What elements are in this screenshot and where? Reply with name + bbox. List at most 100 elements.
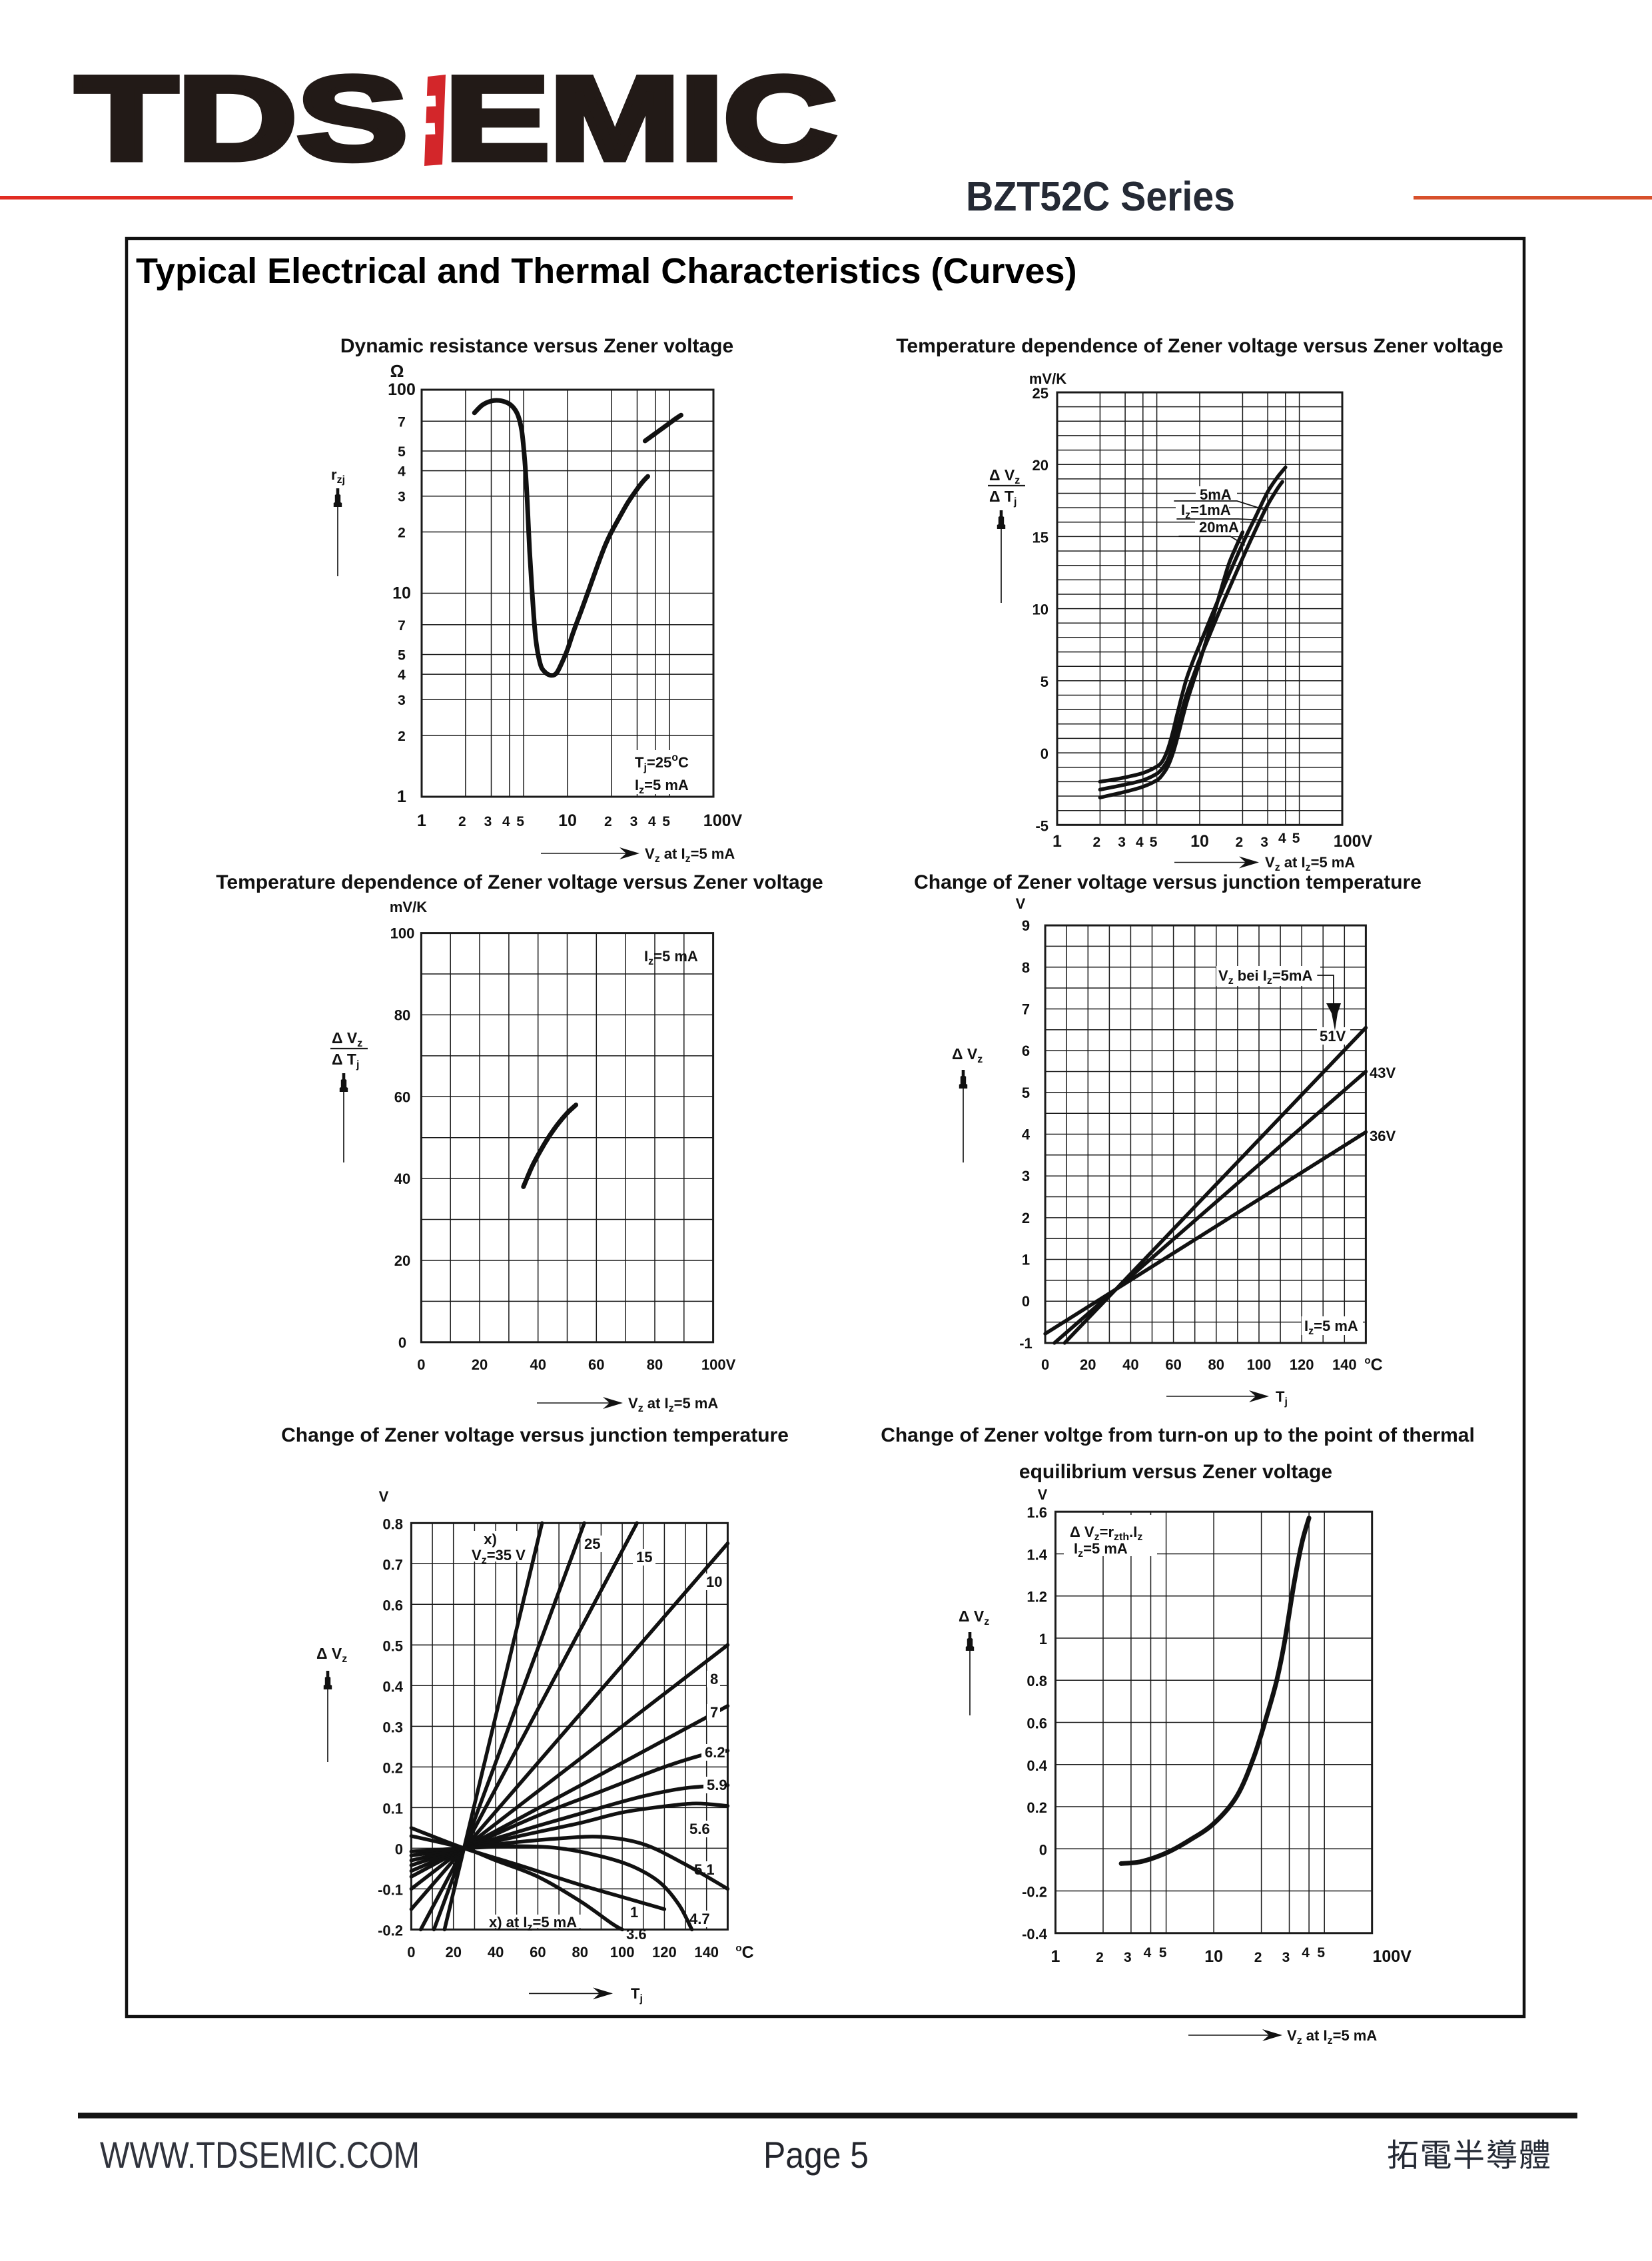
svg-text:Δ Tj: Δ Tj — [989, 488, 1017, 508]
svg-text:3: 3 — [1260, 835, 1268, 850]
svg-text:0: 0 — [1040, 745, 1048, 762]
svg-text:9: 9 — [1022, 917, 1030, 934]
svg-text:25: 25 — [1032, 385, 1048, 402]
svg-text:oC: oC — [1364, 1355, 1382, 1374]
svg-text:5.9: 5.9 — [707, 1777, 727, 1793]
svg-text:6.2: 6.2 — [705, 1744, 725, 1761]
svg-text:Tj: Tj — [631, 1985, 643, 2005]
svg-text:5.6: 5.6 — [689, 1821, 710, 1837]
svg-text:0.2: 0.2 — [1027, 1799, 1047, 1816]
svg-text:0.6: 0.6 — [1027, 1715, 1047, 1732]
svg-text:43V: 43V — [1370, 1065, 1396, 1081]
svg-text:Δ Vz: Δ Vz — [952, 1045, 983, 1065]
svg-text:-0.4: -0.4 — [1022, 1926, 1048, 1943]
svg-text:Tj: Tj — [1276, 1388, 1288, 1408]
svg-text:40: 40 — [1122, 1356, 1138, 1373]
svg-text:2: 2 — [1236, 835, 1244, 850]
svg-text:10: 10 — [706, 1574, 722, 1590]
svg-text:oC: oC — [735, 1943, 753, 1962]
svg-text:Page 5: Page 5 — [763, 2134, 869, 2176]
svg-text:Vz at Iz=5 mA: Vz at Iz=5 mA — [628, 1395, 718, 1414]
svg-text:5: 5 — [1040, 674, 1048, 690]
svg-text:-0.1: -0.1 — [378, 1881, 403, 1898]
svg-text:3: 3 — [1124, 1950, 1132, 1965]
svg-text:15: 15 — [636, 1549, 652, 1566]
svg-text:0: 0 — [1041, 1356, 1049, 1373]
svg-text:Δ Tj: Δ Tj — [332, 1051, 359, 1071]
svg-text:equilibrium versus Zener volta: equilibrium versus Zener voltage — [1019, 1461, 1332, 1483]
svg-text:Vz at Iz=5 mA: Vz at Iz=5 mA — [1287, 2027, 1377, 2046]
svg-text:4: 4 — [1302, 1945, 1310, 1961]
svg-text:4: 4 — [502, 814, 510, 829]
svg-text:Δ Vz: Δ Vz — [316, 1645, 347, 1665]
svg-text:36V: 36V — [1370, 1128, 1396, 1144]
svg-text:60: 60 — [394, 1089, 410, 1105]
svg-text:80: 80 — [572, 1944, 588, 1961]
svg-text:1.6: 1.6 — [1027, 1504, 1047, 1521]
svg-text:2: 2 — [1096, 1950, 1104, 1965]
svg-text:1: 1 — [1022, 1252, 1030, 1268]
svg-text:25: 25 — [584, 1536, 600, 1552]
svg-text:0.3: 0.3 — [382, 1719, 403, 1735]
svg-text:Vz at Iz=5 mA: Vz at Iz=5 mA — [1265, 854, 1355, 873]
svg-text:100V: 100V — [703, 811, 743, 830]
svg-text:4: 4 — [1022, 1127, 1031, 1143]
svg-text:60: 60 — [1165, 1356, 1181, 1373]
svg-text:Change of Zener voltage versus: Change of Zener voltage versus junction … — [281, 1424, 789, 1446]
svg-text:V: V — [379, 1488, 389, 1505]
svg-text:3: 3 — [1118, 835, 1126, 850]
svg-text:3: 3 — [630, 814, 638, 829]
svg-text:4.7: 4.7 — [689, 1911, 710, 1927]
svg-text:0: 0 — [417, 1356, 425, 1373]
svg-text:1.4: 1.4 — [1027, 1547, 1047, 1564]
svg-text:0.1: 0.1 — [382, 1800, 403, 1817]
svg-text:-5: -5 — [1035, 817, 1048, 834]
svg-text:Temperature dependence of Zene: Temperature dependence of Zener voltage … — [216, 871, 823, 893]
svg-text:1: 1 — [397, 787, 406, 806]
svg-text:40: 40 — [530, 1356, 546, 1373]
svg-text:3: 3 — [398, 693, 406, 708]
svg-text:140: 140 — [694, 1944, 719, 1961]
svg-text:8: 8 — [1022, 959, 1030, 976]
svg-text:3: 3 — [1022, 1168, 1030, 1184]
svg-text:2: 2 — [1254, 1950, 1262, 1965]
svg-text:20: 20 — [1080, 1356, 1096, 1373]
svg-text:1: 1 — [1039, 1631, 1047, 1647]
svg-text:2: 2 — [1022, 1210, 1030, 1226]
svg-text:-0.2: -0.2 — [1022, 1884, 1047, 1901]
svg-text:7: 7 — [398, 618, 406, 634]
svg-text:10: 10 — [1032, 602, 1048, 618]
svg-text:Change of Zener voltge from tu: Change of Zener voltge from turn-on up t… — [881, 1424, 1475, 1446]
svg-text:Iz=5 mA: Iz=5 mA — [635, 777, 689, 796]
svg-text:5mA: 5mA — [1200, 486, 1232, 503]
svg-text:Δ Vz=rzth.Iz: Δ Vz=rzth.Iz — [1070, 1524, 1142, 1543]
svg-text:0.2: 0.2 — [382, 1759, 403, 1776]
svg-text:5: 5 — [398, 648, 406, 664]
svg-text:10: 10 — [558, 811, 577, 830]
svg-text:0.5: 0.5 — [382, 1637, 403, 1654]
svg-text:x): x) — [484, 1531, 497, 1548]
svg-text:60: 60 — [530, 1944, 546, 1961]
svg-text:80: 80 — [1208, 1356, 1224, 1373]
svg-text:rzj: rzj — [331, 466, 345, 486]
svg-text:5: 5 — [1317, 1945, 1325, 1961]
svg-text:Temperature dependence of Zene: Temperature dependence of Zener voltage … — [896, 335, 1503, 357]
svg-text:4: 4 — [398, 464, 406, 480]
svg-text:Vz at Iz=5 mA: Vz at Iz=5 mA — [645, 845, 735, 865]
svg-text:mV/K: mV/K — [390, 899, 427, 915]
svg-text:Ω: Ω — [390, 361, 404, 381]
svg-text:0: 0 — [1022, 1293, 1030, 1310]
svg-text:x) at Iz=5 mA: x) at Iz=5 mA — [489, 1914, 577, 1933]
svg-text:5: 5 — [1292, 831, 1300, 846]
svg-text:1.2: 1.2 — [1027, 1589, 1047, 1605]
svg-text:40: 40 — [488, 1944, 504, 1961]
svg-text:0.6: 0.6 — [382, 1597, 403, 1613]
svg-text:Iz=1mA: Iz=1mA — [1181, 502, 1231, 521]
svg-text:0: 0 — [407, 1944, 415, 1961]
svg-text:0.4: 0.4 — [1027, 1757, 1047, 1774]
svg-text:6: 6 — [1022, 1043, 1030, 1059]
svg-text:100: 100 — [390, 925, 415, 942]
svg-text:120: 120 — [652, 1944, 677, 1961]
svg-text:5: 5 — [1022, 1085, 1030, 1101]
svg-text:4: 4 — [1136, 835, 1144, 850]
